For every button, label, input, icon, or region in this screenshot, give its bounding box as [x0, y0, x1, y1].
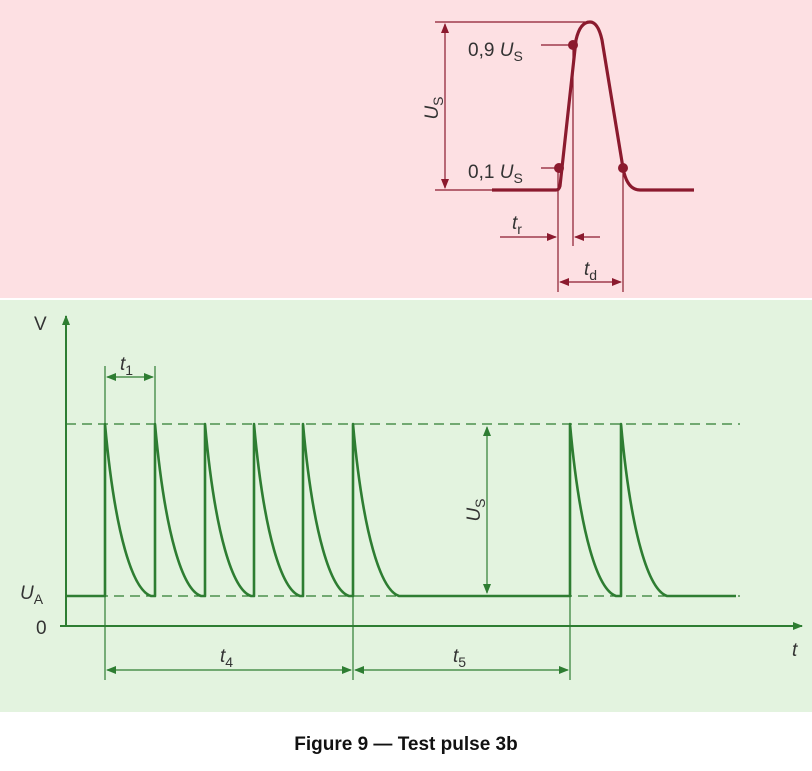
- test-pulse-figure: 0,9 US 0,1 US US tr td V t 0 UA US t1 t4…: [0, 0, 812, 712]
- t4-label: t4: [220, 646, 233, 670]
- y-axis-label: V: [34, 314, 47, 335]
- point-01-us-rise: [554, 163, 564, 173]
- t1-label: t1: [120, 354, 133, 378]
- label-td: td: [584, 259, 597, 283]
- us-label: US: [464, 498, 488, 521]
- pulse-waveform: [492, 20, 694, 192]
- x-axis-label: t: [792, 640, 798, 661]
- point-01-us-fall: [618, 163, 628, 173]
- point-09-us: [568, 40, 578, 50]
- label-us-vertical: US: [422, 96, 446, 119]
- label-09-us: 0,9 US: [468, 40, 523, 64]
- figure-caption: Figure 9 — Test pulse 3b: [294, 734, 518, 755]
- top-panel-background: [0, 0, 812, 298]
- t5-label: t5: [453, 646, 466, 670]
- pulse-train-waveform: [66, 422, 736, 598]
- label-tr: tr: [512, 213, 522, 237]
- label-01-us: 0,1 US: [468, 162, 523, 186]
- bottom-panel-background: [0, 300, 812, 712]
- bottom-dimension-guides: [104, 366, 571, 680]
- zero-label: 0: [36, 618, 47, 639]
- ua-label: UA: [20, 583, 44, 607]
- top-pulse-diagram: [435, 20, 694, 292]
